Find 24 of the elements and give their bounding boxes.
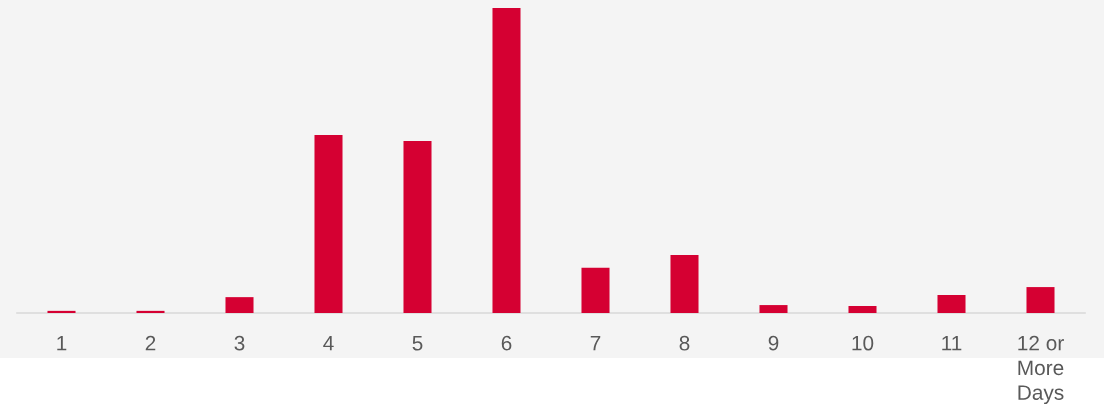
bar: [848, 305, 877, 313]
x-tick-label: 2: [145, 335, 156, 351]
x-tick-label: 6: [501, 335, 512, 351]
bar: [47, 310, 76, 313]
x-tick-label: 1: [57, 335, 67, 351]
x-tick-label: 3: [234, 335, 245, 351]
bar: [136, 310, 165, 313]
bar: [937, 295, 966, 313]
bar: [581, 267, 610, 313]
bar: [670, 255, 699, 313]
x-tick-label: 12 or More Days: [1018, 335, 1064, 405]
x-tick-label: 11: [942, 335, 962, 351]
bar: [492, 8, 521, 313]
x-tick-label: 7: [590, 335, 601, 351]
bar: [759, 305, 788, 313]
bar: [403, 140, 432, 313]
x-tick-label: 8: [679, 335, 690, 351]
x-tick-label: 5: [412, 335, 423, 351]
bar: [1026, 287, 1055, 313]
x-tick-label: 4: [323, 335, 334, 351]
x-tick-label: 10: [852, 335, 874, 351]
x-tick-label: 9: [768, 335, 779, 351]
bar: [314, 134, 343, 313]
bar: [225, 297, 254, 313]
